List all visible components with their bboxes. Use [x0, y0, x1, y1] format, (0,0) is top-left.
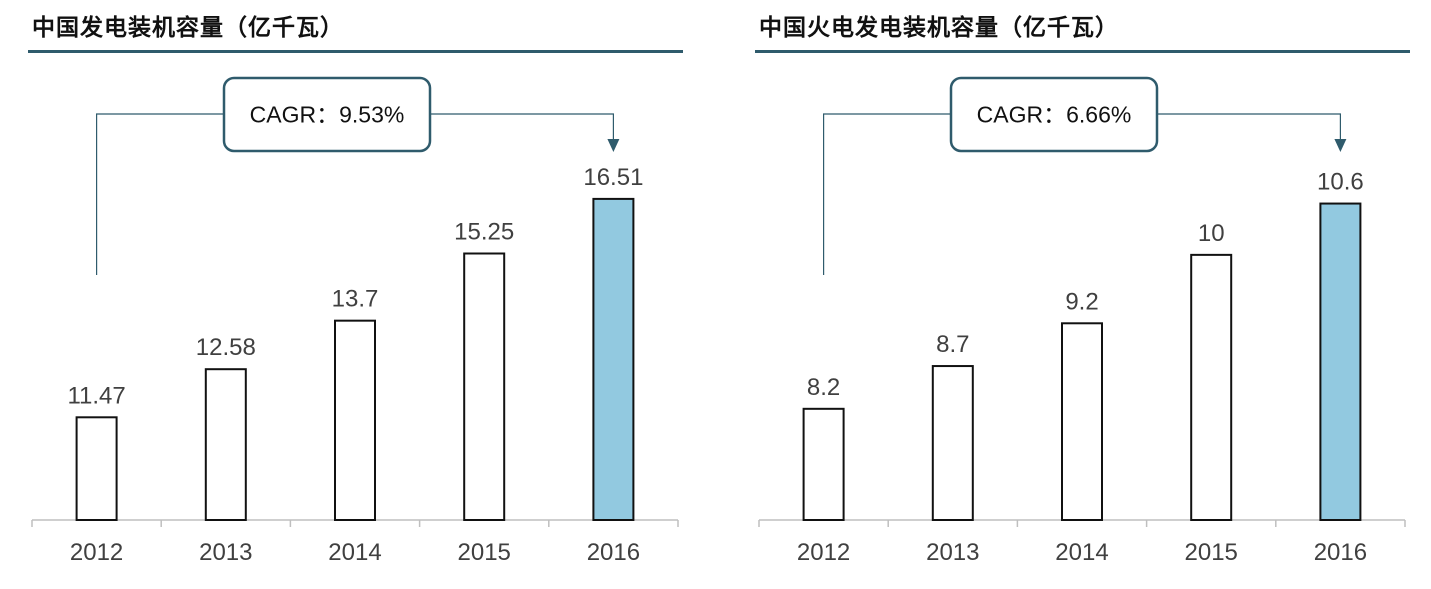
cagr-annotation-text: CAGR：6.66% [977, 102, 1132, 128]
value-label: 15.25 [454, 219, 514, 246]
chart-title: 中国发电装机容量（亿千瓦） [32, 14, 344, 41]
cagr-connector-right [430, 113, 615, 140]
bar-highlighted [1319, 202, 1362, 521]
chart-panel-right: 中国火电发电装机容量（亿千瓦） 8.2 2012 8.7 2013 9.2 2014 10 2… [755, 0, 1410, 589]
bar [204, 368, 247, 522]
cagr-annotation-text: CAGR：9.53% [250, 102, 405, 128]
value-label: 13.7 [332, 286, 379, 313]
title-divider [755, 50, 1410, 53]
x-tick-label: 2013 [926, 539, 979, 566]
arrow-down-icon [607, 139, 620, 152]
value-label: 12.58 [196, 334, 256, 361]
value-label: 10 [1198, 220, 1225, 247]
value-label: 8.7 [936, 331, 969, 358]
value-label: 11.47 [67, 382, 125, 409]
bar [1061, 322, 1103, 521]
x-tick-label: 2012 [797, 539, 850, 566]
x-tick-label: 2015 [458, 539, 511, 566]
title-divider [28, 50, 683, 53]
x-tick-label: 2014 [1055, 539, 1108, 566]
bar-chart-capacity: 11.47 2012 12.58 2013 13.7 2014 15.25 2015 16.51… [31, 76, 679, 566]
value-label: 16.51 [583, 164, 643, 191]
x-tick-label: 2013 [199, 539, 252, 566]
bar [1190, 253, 1233, 522]
x-tick-label: 2014 [328, 539, 381, 566]
x-tick-label: 2016 [1314, 539, 1367, 566]
x-tick-label: 2015 [1185, 539, 1238, 566]
chart-title: 中国火电发电装机容量（亿千瓦） [759, 14, 1119, 41]
chart-panel-left: 中国发电装机容量（亿千瓦） 11.47 2012 12.58 2013 13.7 2014… [28, 0, 683, 589]
cagr-annotation-box [949, 76, 1159, 153]
bar [463, 252, 506, 521]
cagr-connector-left [822, 113, 951, 275]
bar [931, 365, 974, 522]
x-tick-label: 2016 [587, 539, 640, 566]
cagr-connector-left [95, 113, 224, 275]
x-tick-label: 2012 [70, 539, 123, 566]
value-label: 9.2 [1065, 288, 1098, 315]
bar [802, 407, 845, 522]
bar [75, 416, 118, 521]
arrow-down-icon [1334, 139, 1347, 152]
bar-chart-thermal-capacity: 8.2 2012 8.7 2013 9.2 2014 10 2015 10.6 2016 CAGR：… [758, 76, 1406, 566]
bar-highlighted [592, 197, 635, 521]
cagr-connector-right [1157, 113, 1342, 140]
cagr-annotation-box [222, 76, 432, 153]
value-label: 8.2 [807, 374, 840, 401]
value-label: 10.6 [1317, 169, 1364, 196]
bar [334, 319, 376, 521]
